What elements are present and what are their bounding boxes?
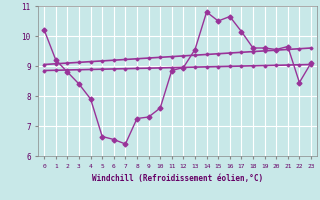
X-axis label: Windchill (Refroidissement éolien,°C): Windchill (Refroidissement éolien,°C): [92, 174, 263, 183]
